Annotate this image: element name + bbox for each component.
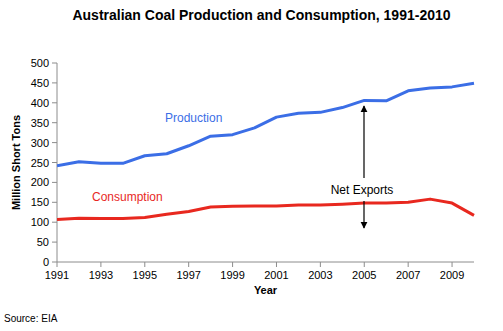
x-tick-label: 2005	[352, 269, 376, 281]
y-tick-label: 300	[31, 137, 49, 149]
x-tick-label: 1995	[133, 269, 157, 281]
x-tick	[408, 262, 409, 267]
y-tick-label: 450	[31, 77, 49, 89]
x-tick-label: 1991	[45, 269, 69, 281]
x-tick	[57, 262, 58, 267]
x-tick-label: 2009	[440, 269, 464, 281]
x-tick	[144, 262, 145, 267]
x-tick-label: 1999	[220, 269, 244, 281]
y-tick	[52, 122, 57, 123]
y-tick	[52, 262, 57, 263]
y-tick-label: 500	[31, 57, 49, 69]
chart: Australian Coal Production and Consumpti…	[0, 0, 503, 331]
series-line	[57, 83, 474, 165]
x-tick-label: 1993	[89, 269, 113, 281]
y-tick-label: 400	[31, 97, 49, 109]
x-tick	[100, 262, 101, 267]
x-tick	[232, 262, 233, 267]
x-tick-label: 2001	[264, 269, 288, 281]
y-tick-label: 100	[31, 216, 49, 228]
y-tick	[52, 222, 57, 223]
x-tick-label: 1997	[176, 269, 200, 281]
source: Source: EIA	[4, 313, 58, 324]
y-tick	[52, 202, 57, 203]
x-tick-label: 2003	[308, 269, 332, 281]
x-tick-label: 2007	[396, 269, 420, 281]
plot-lines	[57, 83, 474, 219]
y-tick-label: 150	[31, 196, 49, 208]
x-tick	[364, 262, 365, 267]
x-tick	[188, 262, 189, 267]
annotation-arrow	[363, 106, 364, 178]
x-tick	[320, 262, 321, 267]
x-axis-title: Year	[254, 284, 278, 296]
annotation: Net Exports	[331, 183, 394, 197]
x-tick	[276, 262, 277, 267]
y-tick	[52, 82, 57, 83]
annotation-arrow	[363, 201, 364, 228]
y-tick	[52, 182, 57, 183]
y-tick	[52, 63, 57, 64]
y-tick	[52, 142, 57, 143]
y-tick	[52, 242, 57, 243]
series-label: Production	[165, 111, 222, 125]
title: Australian Coal Production and Consumpti…	[72, 7, 450, 23]
series-label: Consumption	[92, 190, 163, 204]
y-tick-label: 250	[31, 157, 49, 169]
y-axis-title: Million Short Tons	[10, 115, 22, 210]
y-tick	[52, 102, 57, 103]
x-axis	[57, 262, 474, 263]
y-tick-label: 0	[43, 256, 49, 268]
y-tick-label: 350	[31, 117, 49, 129]
y-tick-label: 200	[31, 176, 49, 188]
y-tick-label: 50	[37, 236, 49, 248]
y-tick	[52, 162, 57, 163]
x-tick	[452, 262, 453, 267]
